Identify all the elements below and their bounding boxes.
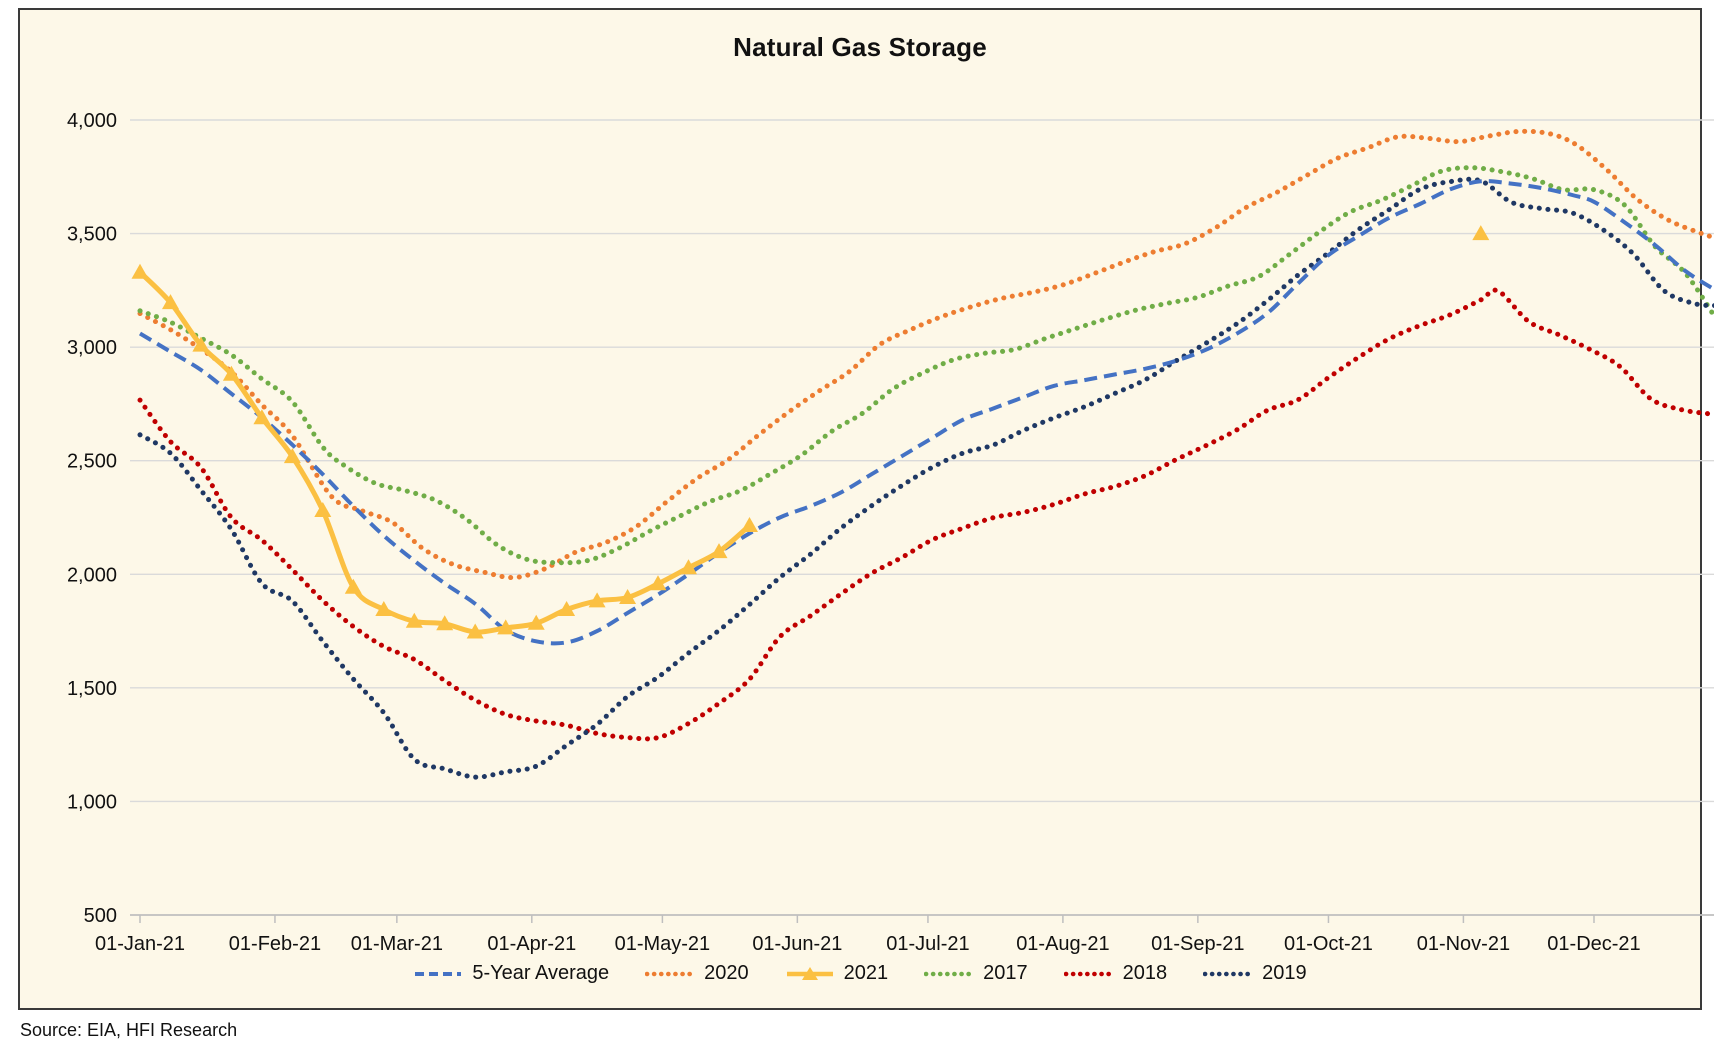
series-marker-2021 xyxy=(405,612,423,628)
series-marker-2021 xyxy=(527,614,545,630)
series-marker-2021 xyxy=(344,578,362,594)
series-marker-2021 xyxy=(649,575,667,591)
x-tick-label: 01-Sep-21 xyxy=(1151,933,1244,955)
x-tick-label: 01-May-21 xyxy=(615,933,711,955)
legend-label: 2019 xyxy=(1262,962,1307,984)
x-tick-label: 01-Feb-21 xyxy=(229,933,321,955)
series-marker-2021 xyxy=(466,623,484,639)
x-tick-label: 01-Jan-21 xyxy=(95,933,185,955)
x-tick-label: 01-Jul-21 xyxy=(886,933,969,955)
y-tick-label: 500 xyxy=(84,905,117,927)
legend-label: 2018 xyxy=(1122,962,1168,984)
legend-swatch-2018 xyxy=(1063,971,1114,976)
y-tick-label: 1,500 xyxy=(67,678,117,700)
y-tick-label: 2,000 xyxy=(67,564,117,586)
series-marker-2021 xyxy=(162,294,179,310)
legend-item-2017: 2017 xyxy=(924,962,1028,985)
series-marker-2021 xyxy=(741,517,758,532)
legend-swatch-5-year-average xyxy=(415,971,462,976)
series-detached-marker-2021 xyxy=(1472,225,1490,241)
y-tick-label: 2,500 xyxy=(67,451,117,473)
series-marker-2021 xyxy=(497,619,515,635)
series-marker-2021 xyxy=(710,543,728,559)
y-tick-label: 4,000 xyxy=(67,110,117,132)
legend-item-2020: 2020 xyxy=(645,962,749,985)
series-marker-2021 xyxy=(253,409,271,425)
x-tick-label: 01-Aug-21 xyxy=(1016,933,1109,955)
x-tick-label: 01-Oct-21 xyxy=(1284,933,1373,955)
x-tick-label: 01-Jun-21 xyxy=(752,933,842,955)
series-marker-2021 xyxy=(375,601,393,616)
y-tick-label: 3,000 xyxy=(67,337,117,359)
legend-item-2021: 2021 xyxy=(785,962,889,985)
legend: 5-Year Average 2020 2021 2017 2018 2019 xyxy=(20,962,1700,985)
chart-panel: Natural Gas Storage 4,000 3,500 3,000 2,500… xyxy=(18,8,1714,1010)
series-marker-2021 xyxy=(619,589,637,604)
legend-swatch-2017 xyxy=(924,971,975,976)
chart-title: Natural Gas Storage xyxy=(733,32,987,62)
plot-area: 4,000 3,500 3,000 2,500 2,000 1,500 1,000 500 01… xyxy=(67,110,1714,955)
x-tick-label: 01-Apr-21 xyxy=(487,933,576,955)
legend-label: 2017 xyxy=(983,962,1028,984)
legend-label: 2020 xyxy=(704,962,749,984)
series-line-2019 xyxy=(137,176,1714,780)
series-marker-2021 xyxy=(283,448,301,464)
x-tick-label: 01-Mar-21 xyxy=(351,933,443,955)
legend-item-2018: 2018 xyxy=(1063,962,1168,985)
series-marker-2021 xyxy=(314,502,332,517)
y-tick-label: 3,500 xyxy=(67,224,117,246)
legend-swatch-2019 xyxy=(1203,971,1254,976)
series-line-2020 xyxy=(137,128,1714,581)
legend-label: 2021 xyxy=(843,962,889,984)
legend-item-5-year-average: 5-Year Average xyxy=(413,962,609,985)
series-marker-2021 xyxy=(558,601,576,616)
x-tick-label: 01-Dec-21 xyxy=(1547,933,1640,955)
legend-label: 5-Year Average xyxy=(472,962,610,984)
series-line-5-year-average xyxy=(138,179,1714,646)
source-note: Source: EIA, HFI Research xyxy=(20,1020,238,1040)
legend-swatch-2020 xyxy=(645,971,696,976)
series-marker-2021 xyxy=(131,263,149,279)
series-line-2018 xyxy=(137,287,1714,742)
legend-item-2019: 2019 xyxy=(1203,962,1307,985)
legend-swatch-2021 xyxy=(786,966,833,980)
x-tick-label: 01-Nov-21 xyxy=(1417,933,1510,955)
series-marker-2021 xyxy=(222,365,240,381)
series-marker-2021 xyxy=(680,559,697,575)
series-marker-2021 xyxy=(192,336,210,352)
series-line-2017 xyxy=(137,165,1714,566)
y-tick-label: 1,000 xyxy=(67,791,117,813)
series-marker-2021 xyxy=(436,615,454,631)
series-marker-2021 xyxy=(588,592,606,608)
